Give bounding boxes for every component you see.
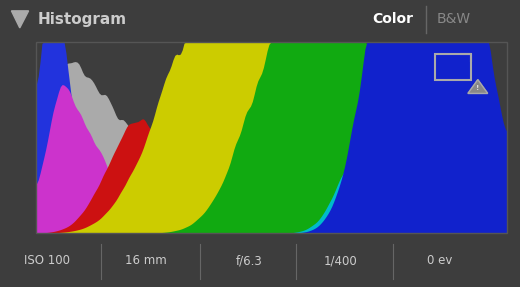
- Text: f/6.3: f/6.3: [236, 254, 263, 267]
- Text: 16 mm: 16 mm: [125, 254, 166, 267]
- Bar: [435, 55, 471, 80]
- Text: 1/400: 1/400: [324, 254, 357, 267]
- Polygon shape: [468, 80, 488, 93]
- Text: 0 ev: 0 ev: [427, 254, 452, 267]
- Polygon shape: [11, 11, 29, 28]
- Bar: [36, 42, 507, 233]
- Text: !: !: [476, 85, 479, 91]
- Text: B&W: B&W: [437, 12, 471, 26]
- Text: Color: Color: [372, 12, 413, 26]
- Text: Histogram: Histogram: [37, 12, 126, 27]
- Text: ISO 100: ISO 100: [24, 254, 70, 267]
